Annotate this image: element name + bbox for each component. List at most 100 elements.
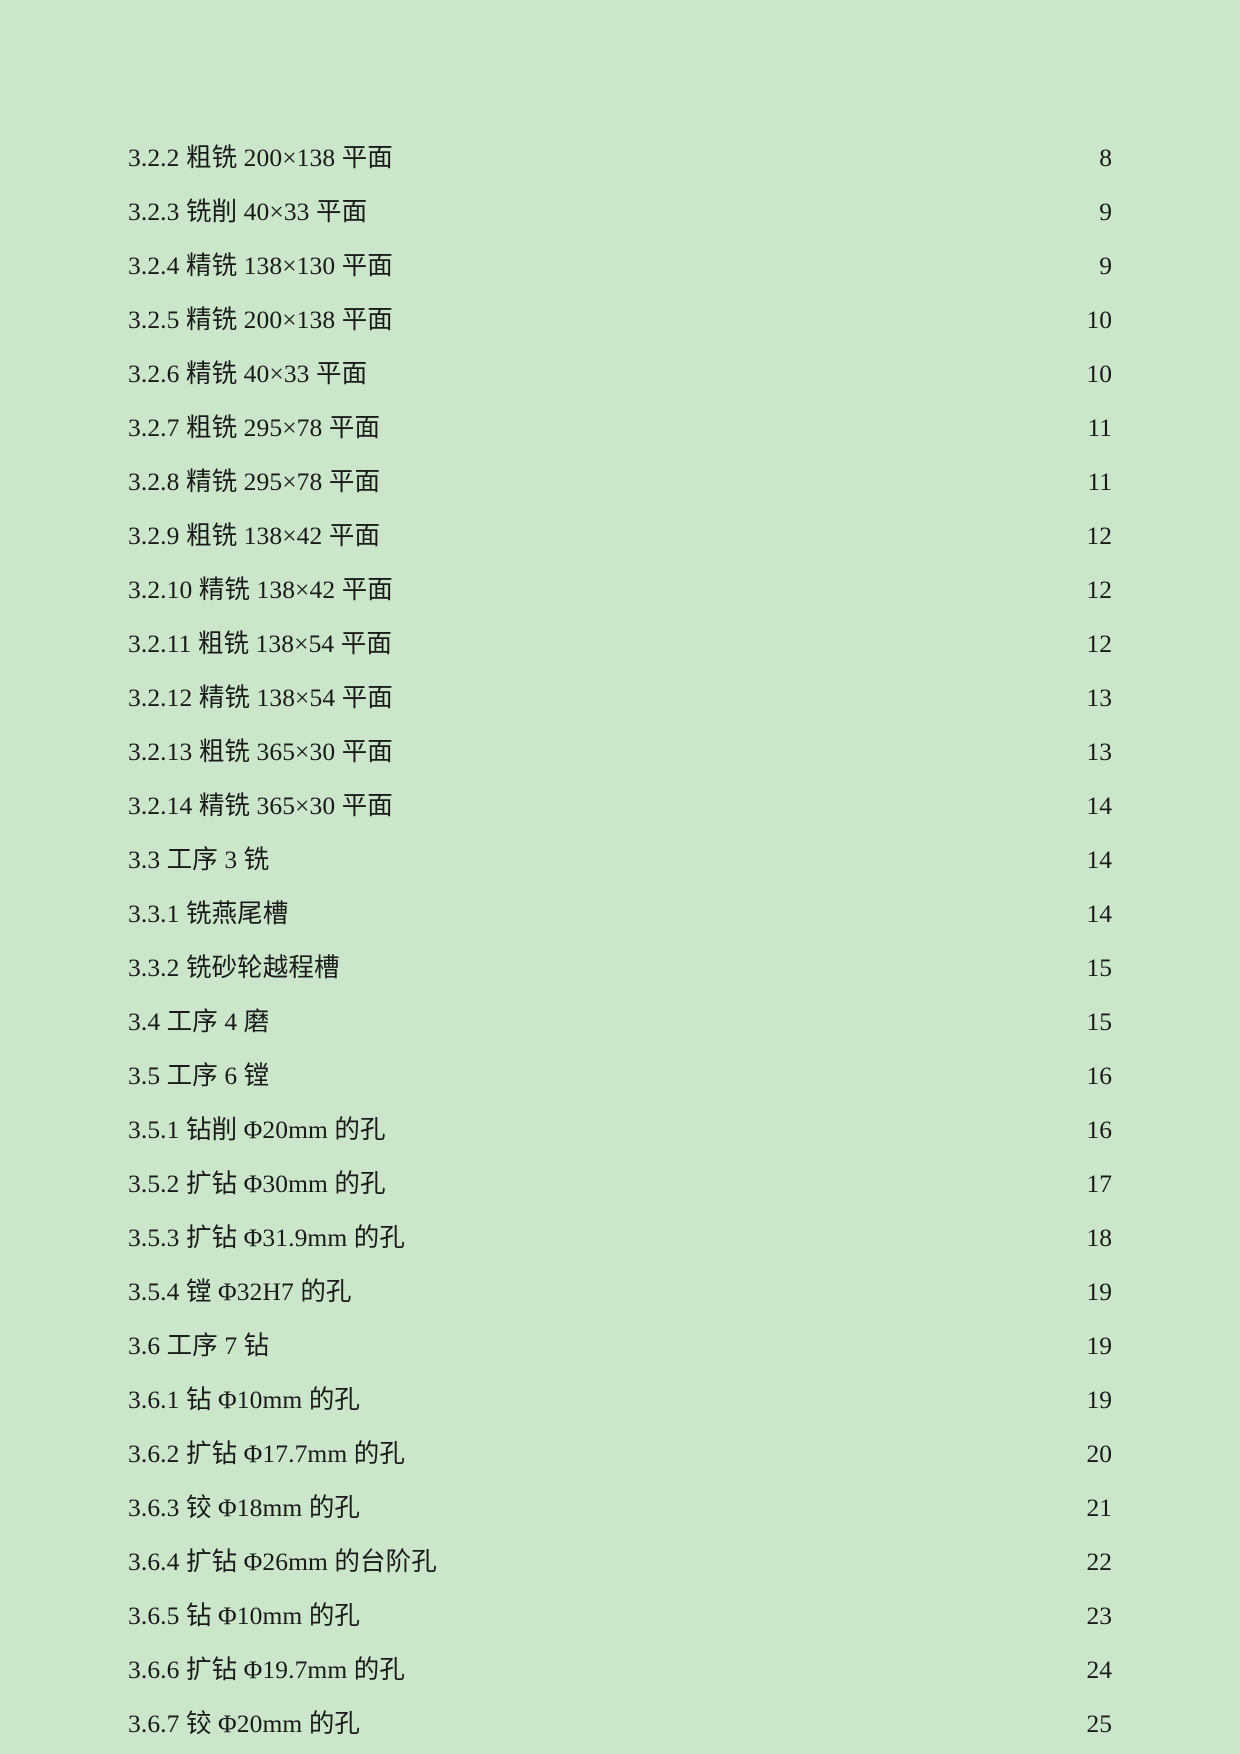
toc-entry[interactable]: 3.6 工序 7 钻 19 (128, 1319, 1112, 1373)
toc-entry[interactable]: 3.6.1 钻 Φ10mm 的孔 19 (128, 1373, 1112, 1427)
toc-entry-page-number: 18 (1086, 1223, 1113, 1252)
toc-leader-dots (340, 951, 1087, 977)
toc-entry[interactable]: 3.2.2 粗铣 200×138 平面 8 (128, 131, 1112, 185)
toc-entry[interactable]: 3.2.6 精铣 40×33 平面 10 (128, 347, 1112, 401)
toc-entry-label: 3.6.5 钻 Φ10mm 的孔 (128, 1601, 361, 1630)
toc-entry-label: 3.3.2 铣砂轮越程槽 (128, 953, 340, 982)
toc-entry-page-number: 19 (1086, 1277, 1113, 1306)
toc-entry[interactable]: 3.2.7 粗铣 295×78 平面 11 (128, 401, 1112, 455)
toc-entry-page-number: 13 (1086, 737, 1113, 766)
toc-entry-page-number: 15 (1086, 953, 1113, 982)
toc-entry[interactable]: 3.6.4 扩钻 Φ26mm 的台阶孔 22 (128, 1535, 1112, 1589)
toc-leader-dots (386, 1167, 1087, 1193)
toc-entry[interactable]: 3.6.5 钻 Φ10mm 的孔 23 (128, 1589, 1112, 1643)
toc-entry-label: 3.2.9 粗铣 138×42 平面 (128, 521, 381, 550)
toc-entry-label: 3.6.6 扩钻 Φ19.7mm 的孔 (128, 1655, 405, 1684)
toc-entry[interactable]: 3.3 工序 3 铣 14 (128, 833, 1112, 887)
toc-entry-label: 3.6.2 扩钻 Φ17.7mm 的孔 (128, 1439, 405, 1468)
toc-entry[interactable]: 3.4 工序 4 磨 15 (128, 995, 1112, 1049)
toc-entry[interactable]: 3.2.11 粗铣 138×54 平面 12 (128, 617, 1112, 671)
toc-entry[interactable]: 3.2.10 精铣 138×42 平面 12 (128, 563, 1112, 617)
toc-entry[interactable]: 3.2.12 精铣 138×54 平面 13 (128, 671, 1112, 725)
toc-entry-label: 3.2.12 精铣 138×54 平面 (128, 683, 393, 712)
toc-leader-dots (269, 1059, 1086, 1085)
toc-entry-label: 3.2.4 精铣 138×130 平面 (128, 251, 393, 280)
toc-entry-page-number: 16 (1086, 1115, 1113, 1144)
toc-entry-label: 3.5 工序 6 镗 (128, 1061, 270, 1090)
toc-entry-label: 3.3.1 铣燕尾槽 (128, 899, 289, 928)
toc-entry[interactable]: 3.6.3 铰 Φ18mm 的孔 21 (128, 1481, 1112, 1535)
toc-entry[interactable]: 3.2.3 铣削 40×33 平面 9 (128, 185, 1112, 239)
toc-leader-dots (360, 1599, 1086, 1625)
toc-entry-page-number: 19 (1086, 1331, 1113, 1360)
toc-entry-page-number: 21 (1086, 1493, 1113, 1522)
toc-entry-label: 3.6.4 扩钻 Φ26mm 的台阶孔 (128, 1547, 437, 1576)
toc-leader-dots (393, 681, 1087, 707)
toc-entry[interactable]: 3.2.8 精铣 295×78 平面 11 (128, 455, 1112, 509)
toc-entry-page-number: 17 (1086, 1169, 1113, 1198)
toc-entry-label: 3.2.2 粗铣 200×138 平面 (128, 143, 393, 172)
toc-entry[interactable]: 3.5 工序 6 镗 16 (128, 1049, 1112, 1103)
toc-leader-dots (380, 519, 1086, 545)
toc-entry-label: 3.2.6 精铣 40×33 平面 (128, 359, 368, 388)
toc-entry-label: 3.6 工序 7 钻 (128, 1331, 270, 1360)
toc-entry-page-number: 15 (1086, 1007, 1113, 1036)
toc-entry-label: 3.6.1 钻 Φ10mm 的孔 (128, 1385, 361, 1414)
toc-entry-page-number: 12 (1086, 575, 1113, 604)
toc-entry[interactable]: 3.5.1 钻削 Φ20mm 的孔 16 (128, 1103, 1112, 1157)
toc-entry-label: 3.2.5 精铣 200×138 平面 (128, 305, 393, 334)
toc-entry-label: 3.5.2 扩钻 Φ30mm 的孔 (128, 1169, 386, 1198)
toc-entry-page-number: 11 (1087, 413, 1112, 442)
toc-leader-dots (360, 1707, 1086, 1733)
toc-entry-page-number: 8 (1099, 143, 1112, 172)
table-of-contents: 3.2.2 粗铣 200×138 平面83.2.3 铣削 40×33 平面93.… (128, 131, 1112, 1751)
toc-leader-dots (288, 897, 1086, 923)
toc-entry-label: 3.5.3 扩钻 Φ31.9mm 的孔 (128, 1223, 405, 1252)
toc-entry-page-number: 13 (1086, 683, 1113, 712)
toc-entry-label: 3.2.11 粗铣 138×54 平面 (128, 629, 392, 658)
toc-entry[interactable]: 3.3.2 铣砂轮越程槽 15 (128, 941, 1112, 995)
toc-entry-page-number: 9 (1099, 197, 1112, 226)
toc-entry-label: 3.4 工序 4 磨 (128, 1007, 270, 1036)
toc-leader-dots (367, 357, 1086, 383)
toc-entry-label: 3.5.4 镗 Φ32H7 的孔 (128, 1277, 352, 1306)
toc-entry-label: 3.2.14 精铣 365×30 平面 (128, 791, 393, 820)
toc-entry[interactable]: 3.2.4 精铣 138×130 平面 9 (128, 239, 1112, 293)
toc-entry[interactable]: 3.5.2 扩钻 Φ30mm 的孔 17 (128, 1157, 1112, 1211)
toc-leader-dots (269, 1005, 1086, 1031)
toc-leader-dots (393, 303, 1087, 329)
toc-leader-dots (405, 1437, 1087, 1463)
toc-entry-page-number: 14 (1086, 845, 1113, 874)
toc-entry-label: 3.6.3 铰 Φ18mm 的孔 (128, 1493, 361, 1522)
toc-entry-page-number: 22 (1086, 1547, 1113, 1576)
toc-entry-page-number: 10 (1086, 359, 1113, 388)
toc-leader-dots (405, 1653, 1087, 1679)
toc-entry-page-number: 24 (1086, 1655, 1113, 1684)
toc-entry[interactable]: 3.6.2 扩钻 Φ17.7mm 的孔 20 (128, 1427, 1112, 1481)
toc-leader-dots (393, 141, 1099, 167)
toc-entry-label: 3.2.7 粗铣 295×78 平面 (128, 413, 381, 442)
toc-entry[interactable]: 3.5.3 扩钻 Φ31.9mm 的孔 18 (128, 1211, 1112, 1265)
toc-leader-dots (352, 1275, 1087, 1301)
toc-entry[interactable]: 3.6.7 铰 Φ20mm 的孔 25 (128, 1697, 1112, 1751)
toc-entry-page-number: 14 (1086, 899, 1113, 928)
toc-leader-dots (367, 195, 1099, 221)
toc-entry-page-number: 16 (1086, 1061, 1113, 1090)
toc-leader-dots (269, 843, 1086, 869)
toc-entry[interactable]: 3.2.9 粗铣 138×42 平面 12 (128, 509, 1112, 563)
toc-entry-label: 3.2.13 粗铣 365×30 平面 (128, 737, 393, 766)
toc-entry[interactable]: 3.3.1 铣燕尾槽 14 (128, 887, 1112, 941)
toc-entry[interactable]: 3.2.13 粗铣 365×30 平面 13 (128, 725, 1112, 779)
toc-leader-dots (380, 411, 1087, 437)
toc-entry-label: 3.2.3 铣削 40×33 平面 (128, 197, 368, 226)
toc-entry-label: 3.2.10 精铣 138×42 平面 (128, 575, 393, 604)
toc-entry-page-number: 11 (1087, 467, 1112, 496)
toc-leader-dots (393, 249, 1099, 275)
toc-entry-label: 3.5.1 钻削 Φ20mm 的孔 (128, 1115, 386, 1144)
toc-entry[interactable]: 3.5.4 镗 Φ32H7 的孔 19 (128, 1265, 1112, 1319)
toc-entry[interactable]: 3.2.14 精铣 365×30 平面 14 (128, 779, 1112, 833)
toc-entry[interactable]: 3.6.6 扩钻 Φ19.7mm 的孔 24 (128, 1643, 1112, 1697)
toc-entry[interactable]: 3.2.5 精铣 200×138 平面 10 (128, 293, 1112, 347)
toc-entry-label: 3.2.8 精铣 295×78 平面 (128, 467, 381, 496)
